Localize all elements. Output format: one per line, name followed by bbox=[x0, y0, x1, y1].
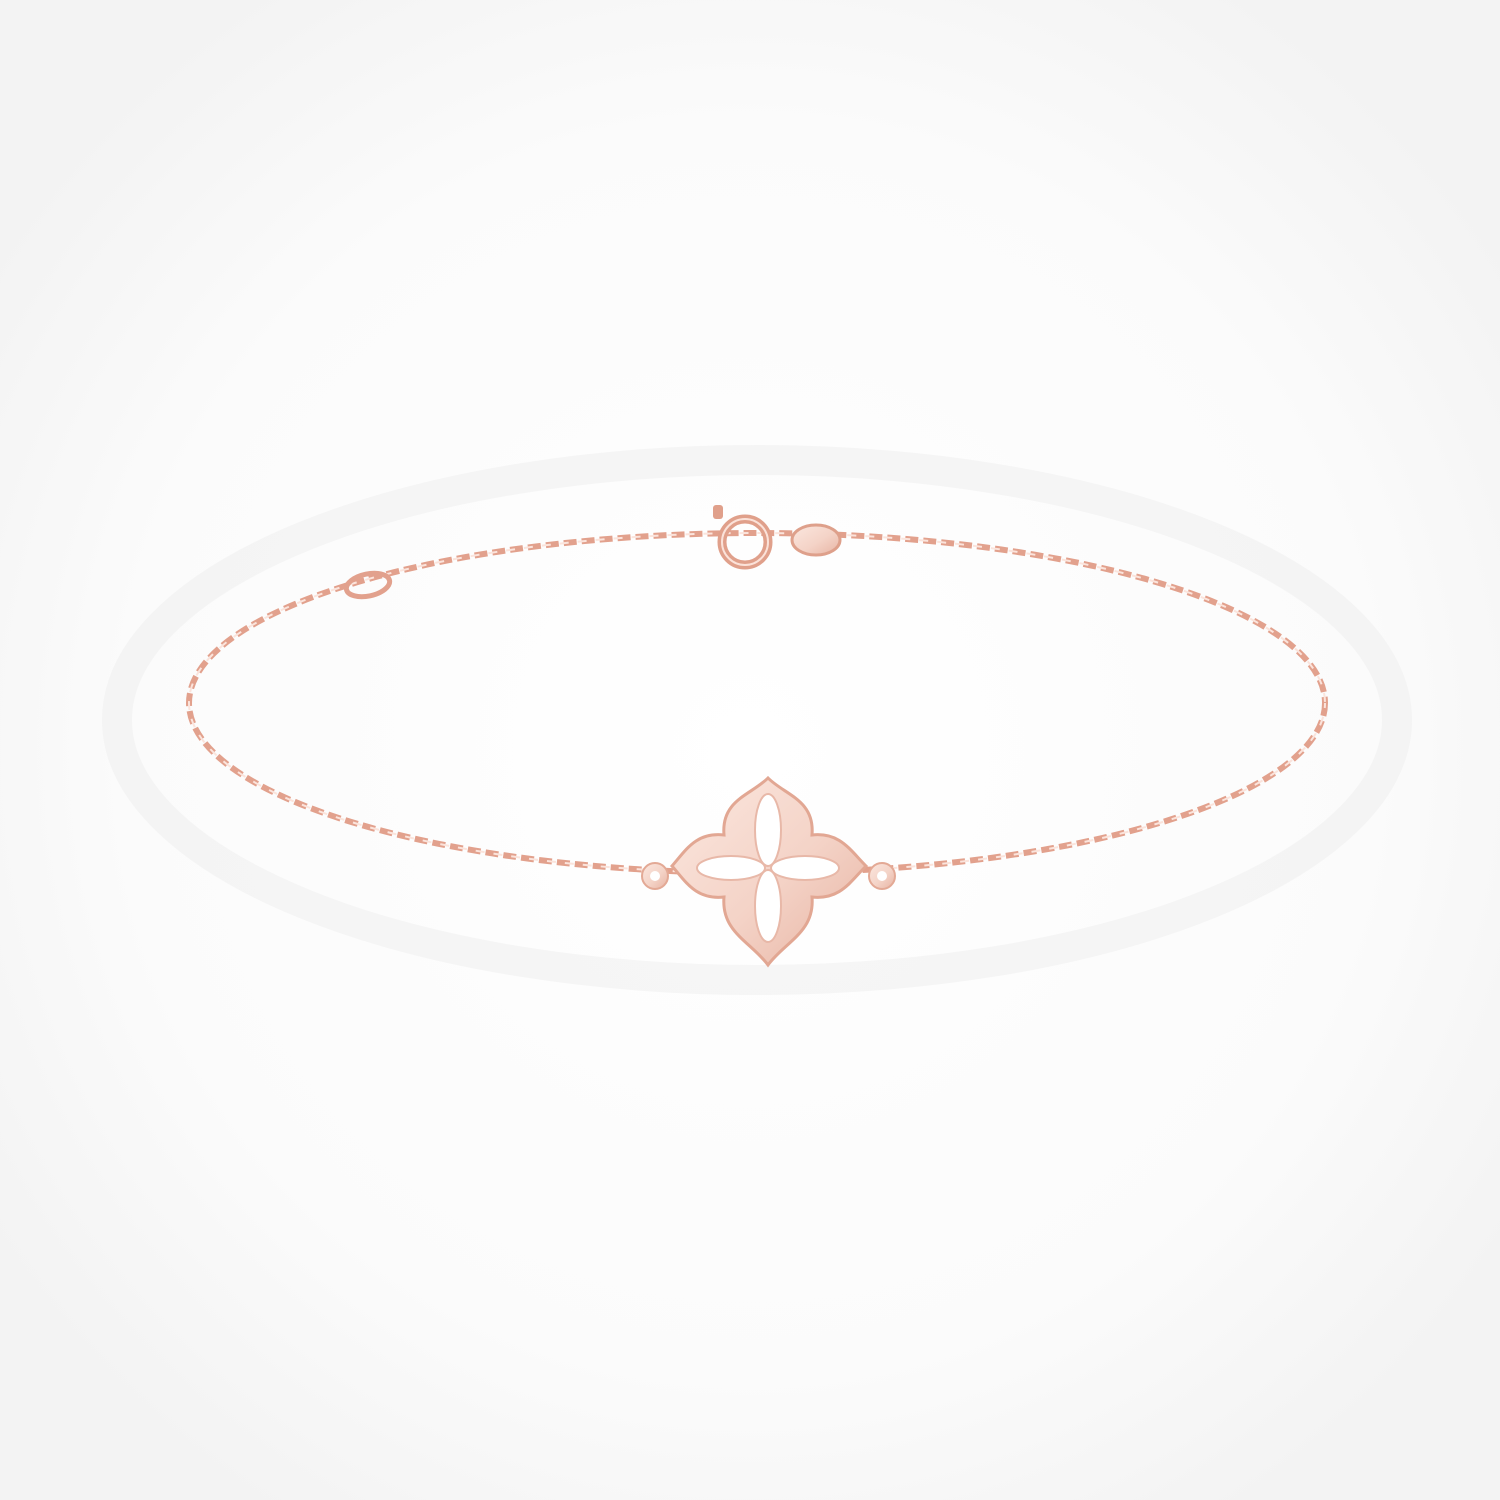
petal-cutout bbox=[770, 855, 840, 881]
clasp-lever bbox=[713, 505, 723, 519]
pendant-loop-hole bbox=[877, 871, 887, 881]
spring-ring-highlight bbox=[721, 518, 769, 566]
petal-cutout bbox=[754, 793, 782, 867]
pendant-loop-hole bbox=[650, 871, 660, 881]
clasp bbox=[343, 505, 842, 600]
jump-ring bbox=[343, 570, 393, 600]
petal-cutout bbox=[696, 855, 766, 881]
flower-pendant bbox=[641, 775, 896, 968]
tag bbox=[790, 523, 842, 557]
shadow bbox=[102, 445, 1412, 995]
petal-cutout bbox=[754, 869, 782, 943]
chain-highlight bbox=[188, 532, 1326, 874]
